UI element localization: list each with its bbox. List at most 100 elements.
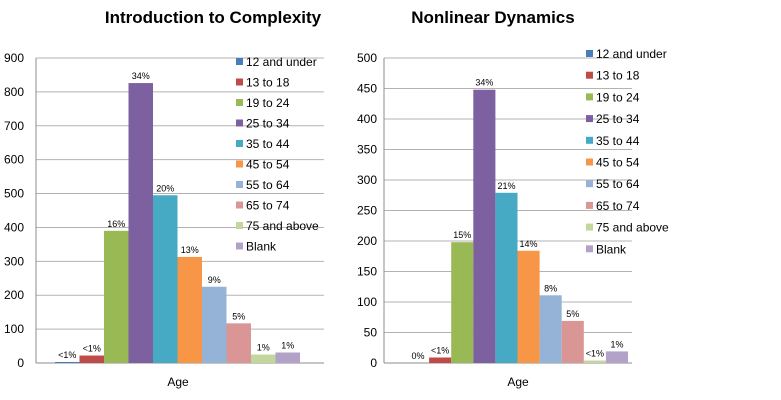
nonlinear-y-tick-label: 200 [357, 234, 377, 248]
nonlinear-legend-entry-3: 25 to 34 [596, 112, 640, 126]
nonlinear-bar-7 [561, 320, 584, 363]
nonlinear-bar-6 [539, 295, 562, 363]
nonlinear-data-label-3: 34% [475, 78, 493, 88]
nonlinear-legend-swatch-3 [586, 115, 593, 123]
complexity-bar-2 [104, 230, 129, 363]
nonlinear-legend-swatch-9 [586, 245, 593, 253]
complexity-y-tick-label: 300 [4, 254, 24, 268]
nonlinear-bar-1 [429, 357, 452, 363]
complexity-legend-swatch-9 [236, 242, 243, 250]
nonlinear-bar-3 [473, 89, 496, 363]
complexity-legend-entry-0: 12 and under [246, 55, 317, 69]
nonlinear-y-tick-label: 450 [357, 82, 377, 96]
complexity-data-label-8: 1% [257, 343, 270, 353]
complexity-data-label-1: <1% [83, 344, 101, 354]
nonlinear-legend-swatch-5 [586, 158, 593, 166]
complexity-legend-entry-5: 45 to 54 [246, 158, 290, 172]
nonlinear-legend-swatch-8 [586, 223, 593, 231]
complexity-data-label-0: <1% [58, 350, 76, 360]
complexity-legend-swatch-5 [236, 160, 243, 168]
nonlinear-bar-2 [451, 242, 474, 363]
nonlinear-y-tick-label: 500 [357, 51, 377, 65]
nonlinear-bar-9 [605, 351, 628, 363]
nonlinear-data-label-7: 5% [566, 309, 579, 319]
complexity-bar-1 [79, 355, 104, 363]
complexity-y-tick-label: 100 [4, 322, 24, 336]
complexity-legend-swatch-1 [236, 78, 243, 86]
nonlinear-y-tick-label: 250 [357, 204, 377, 218]
complexity-bar-7 [226, 323, 251, 363]
complexity-data-label-6: 9% [208, 275, 221, 285]
complexity-bar-5 [177, 256, 202, 363]
complexity-legend-entry-8: 75 and above [246, 219, 319, 233]
complexity-chart-title: Introduction to Complexity [105, 8, 322, 27]
complexity-data-label-7: 5% [232, 311, 245, 321]
nonlinear-y-tick-label: 50 [364, 326, 378, 340]
nonlinear-legend-swatch-1 [586, 71, 593, 79]
complexity-legend-entry-6: 55 to 64 [246, 178, 290, 192]
complexity-legend-swatch-0 [236, 58, 243, 65]
nonlinear-data-label-2: 15% [453, 230, 471, 240]
complexity-bar-4 [153, 195, 178, 363]
complexity-y-tick-label: 200 [4, 288, 24, 302]
nonlinear-legend-swatch-7 [586, 201, 593, 209]
nonlinear-data-label-4: 21% [497, 181, 515, 191]
nonlinear-legend-entry-2: 19 to 24 [596, 90, 640, 104]
nonlinear-legend-swatch-2 [586, 93, 593, 101]
nonlinear-x-axis-label: Age [507, 375, 529, 389]
complexity-y-tick-label: 800 [4, 85, 24, 99]
complexity-y-tick-label: 0 [17, 356, 24, 370]
complexity-legend-swatch-6 [236, 181, 243, 188]
nonlinear-chart-title: Nonlinear Dynamics [411, 8, 574, 27]
complexity-legend-swatch-4 [236, 140, 243, 147]
nonlinear-legend-entry-9: Blank [596, 242, 627, 256]
nonlinear-y-tick-label: 300 [357, 173, 377, 187]
complexity-data-label-4: 20% [156, 183, 174, 193]
nonlinear-data-label-9: 1% [610, 339, 623, 349]
complexity-y-tick-label: 600 [4, 153, 24, 167]
nonlinear-data-label-5: 14% [520, 239, 538, 249]
complexity-y-tick-label: 900 [4, 51, 24, 65]
complexity-data-label-2: 16% [107, 219, 125, 229]
complexity-y-tick-label: 700 [4, 119, 24, 133]
complexity-legend-swatch-7 [236, 201, 243, 209]
complexity-bar-9 [275, 352, 300, 363]
nonlinear-y-tick-label: 0 [370, 356, 377, 370]
complexity-y-tick-label: 500 [4, 187, 24, 201]
nonlinear-bar-5 [517, 250, 540, 363]
nonlinear-y-tick-label: 400 [357, 112, 377, 126]
complexity-legend-entry-4: 35 to 44 [246, 137, 290, 151]
complexity-legend-swatch-3 [236, 119, 243, 127]
nonlinear-legend-entry-4: 35 to 44 [596, 134, 640, 148]
complexity-bar-3 [128, 83, 153, 364]
complexity-data-label-5: 13% [181, 245, 199, 255]
complexity-legend-entry-9: Blank [246, 240, 277, 254]
nonlinear-data-label-1: <1% [431, 346, 449, 356]
nonlinear-legend-entry-1: 13 to 18 [596, 69, 640, 83]
nonlinear-data-label-0: 0% [412, 351, 425, 361]
nonlinear-data-label-6: 8% [544, 283, 557, 293]
nonlinear-y-tick-label: 150 [357, 265, 377, 279]
complexity-bar-6 [202, 286, 227, 363]
complexity-y-tick-label: 400 [4, 220, 24, 234]
nonlinear-legend-entry-0: 12 and under [596, 47, 667, 61]
nonlinear-bar-8 [583, 360, 606, 363]
complexity-legend-entry-2: 19 to 24 [246, 96, 290, 110]
nonlinear-bar-4 [495, 192, 518, 363]
nonlinear-legend-entry-6: 55 to 64 [596, 177, 640, 191]
nonlinear-legend-entry-8: 75 and above [596, 221, 669, 235]
complexity-legend-swatch-2 [236, 99, 243, 106]
nonlinear-y-tick-label: 100 [357, 295, 377, 309]
complexity-bar-0 [55, 361, 80, 363]
complexity-data-label-3: 34% [132, 71, 150, 81]
nonlinear-y-tick-label: 350 [357, 143, 377, 157]
complexity-legend-entry-7: 65 to 74 [246, 199, 290, 213]
nonlinear-legend-swatch-0 [586, 50, 593, 57]
nonlinear-legend-entry-7: 65 to 74 [596, 199, 640, 213]
complexity-bar-8 [251, 354, 276, 363]
nonlinear-legend-swatch-6 [586, 180, 593, 188]
nonlinear-legend-swatch-4 [586, 136, 593, 144]
complexity-legend-entry-3: 25 to 34 [246, 117, 290, 131]
nonlinear-data-label-8: <1% [586, 349, 604, 359]
